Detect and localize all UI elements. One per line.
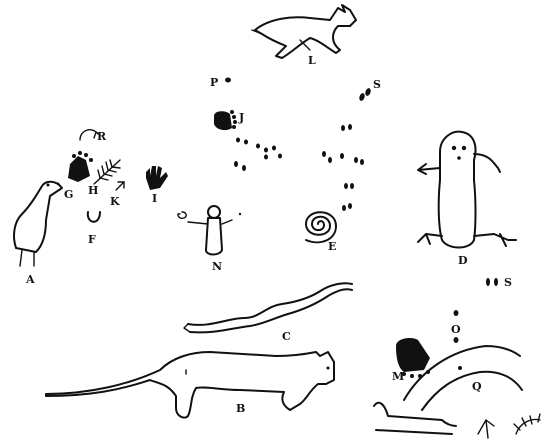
- panther-figure-b: [45, 351, 335, 419]
- label-e: E: [328, 240, 336, 253]
- dot-o-upper: [453, 310, 459, 316]
- dot-p: [225, 77, 231, 83]
- horseshoe-f: [86, 211, 101, 223]
- bird-figure-a: [13, 180, 63, 267]
- label-d: D: [458, 254, 468, 267]
- bottom-tracks: [373, 401, 541, 439]
- dot-o-lower: [453, 337, 459, 343]
- curved-lines-q: [403, 345, 523, 411]
- label-m: M: [392, 370, 404, 383]
- bear-paw-j: [214, 110, 237, 131]
- human-figure-n: [177, 205, 242, 256]
- serpent-figure-c: [183, 282, 353, 334]
- label-o: O: [451, 323, 461, 336]
- label-s-upper: S: [373, 78, 381, 91]
- hand-print-i: [146, 166, 168, 190]
- spiral-e: [305, 211, 337, 244]
- label-f: F: [88, 233, 96, 246]
- label-q: Q: [472, 380, 482, 393]
- arrow-k: [115, 181, 125, 191]
- label-j: J: [238, 111, 244, 124]
- label-l: L: [308, 54, 316, 67]
- tracks-s-upper: [359, 88, 371, 101]
- branch-h: [93, 159, 121, 185]
- label-s-lower: S: [504, 276, 512, 289]
- tracks-s-lower: [486, 278, 498, 286]
- label-i: I: [152, 192, 157, 205]
- label-a: A: [25, 273, 35, 286]
- bear-paw-g: [68, 151, 93, 182]
- frog-figure-d: [417, 130, 517, 249]
- label-h: H: [88, 184, 98, 197]
- tracks-scattered: [234, 124, 364, 211]
- label-p: P: [210, 76, 218, 89]
- label-r: R: [97, 130, 107, 143]
- deer-figure: [251, 4, 357, 59]
- label-k: K: [110, 195, 120, 208]
- label-g: G: [64, 188, 73, 201]
- label-n: N: [212, 260, 222, 273]
- label-b: B: [236, 402, 245, 415]
- label-c: C: [282, 330, 291, 343]
